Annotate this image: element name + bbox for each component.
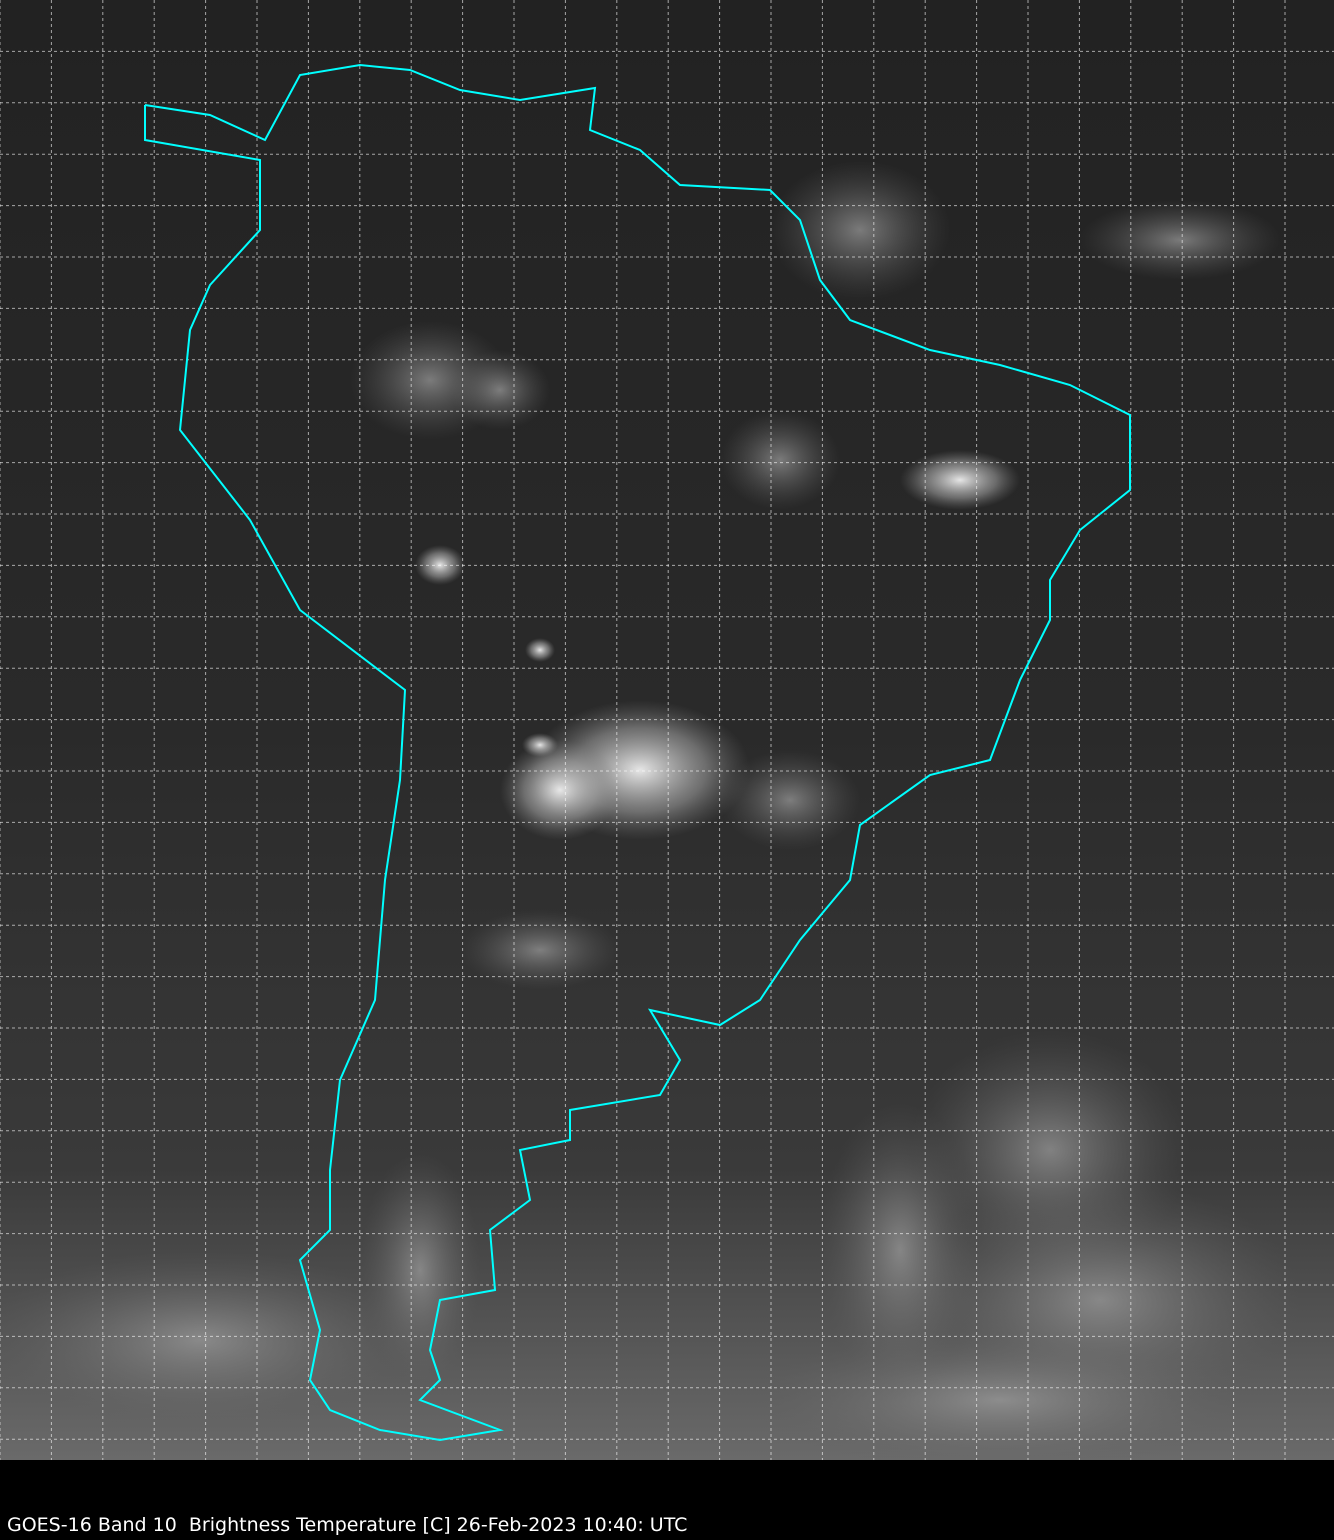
cloud xyxy=(720,750,860,850)
continent-outline xyxy=(144,63,1131,1442)
cloud xyxy=(820,1100,980,1400)
cloud xyxy=(360,1150,480,1390)
cloud xyxy=(522,733,558,757)
cloud xyxy=(720,410,840,510)
cloud xyxy=(1080,200,1280,280)
image-caption: GOES-16 Band 10 Brightness Temperature [… xyxy=(7,1514,688,1536)
cloud xyxy=(0,1250,420,1430)
cloud xyxy=(900,450,1020,510)
satellite-image xyxy=(0,0,1334,1460)
cloud xyxy=(525,638,555,662)
cloud xyxy=(450,350,550,430)
cloud xyxy=(770,160,950,300)
cloud xyxy=(460,910,620,990)
cloud xyxy=(500,740,620,840)
graticule xyxy=(0,0,1334,1460)
cloud-layer xyxy=(0,160,1300,1460)
